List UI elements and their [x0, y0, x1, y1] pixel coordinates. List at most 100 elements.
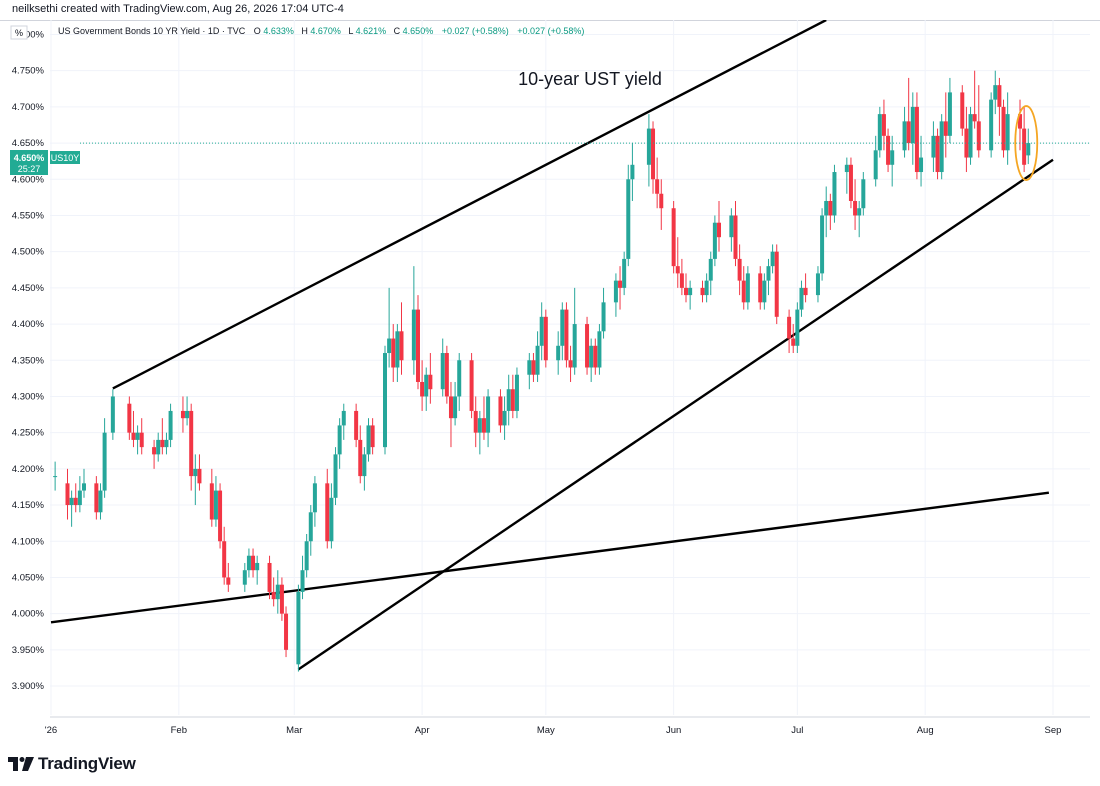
candle-body: [209, 483, 214, 520]
candle-body: [73, 497, 78, 506]
tradingview-logo[interactable]: TradingView: [8, 754, 136, 774]
candle-body: [787, 316, 792, 339]
candle-body: [679, 273, 684, 288]
candle-body: [399, 331, 404, 361]
candle-body: [597, 331, 602, 368]
candle-body: [383, 353, 387, 448]
candle-body: [341, 410, 346, 426]
candle: [329, 483, 334, 549]
legend: % US Government Bonds 10 YR Yield · 1D ·…: [10, 25, 584, 40]
y-tick-label: 4.450%: [12, 283, 45, 294]
candle: [296, 584, 301, 672]
candle: [613, 273, 618, 317]
candle-body: [803, 287, 808, 296]
candle-body: [585, 324, 590, 368]
candle: [457, 353, 462, 411]
candle-body: [197, 468, 202, 484]
candle: [189, 403, 194, 491]
candle: [820, 208, 825, 281]
y-tick-label: 4.700%: [12, 102, 45, 113]
candle-body: [745, 273, 750, 303]
candle: [1026, 128, 1031, 165]
candle-body: [824, 200, 829, 216]
candle: [622, 251, 627, 296]
candle-body: [168, 410, 173, 440]
candle: [1018, 99, 1023, 151]
candle-body: [469, 360, 474, 411]
candle: [440, 338, 445, 397]
candle-body: [939, 121, 944, 173]
candle: [69, 490, 74, 527]
candle: [589, 338, 594, 382]
candle: [81, 468, 86, 498]
candle-body: [444, 353, 449, 397]
x-tick-label: Jun: [666, 725, 681, 736]
candle: [527, 353, 532, 390]
candle: [473, 396, 478, 448]
trendlines: [50, 20, 1054, 671]
candle-body: [700, 287, 705, 296]
candle: [774, 244, 779, 325]
candle-body: [832, 172, 837, 216]
candle: [275, 570, 280, 614]
candle-body: [333, 454, 338, 498]
candle: [712, 215, 717, 267]
close-label: C: [394, 26, 401, 36]
last-price-value: 4.650%: [14, 153, 45, 163]
candle-body: [185, 410, 190, 419]
candle-body: [539, 316, 544, 346]
candle: [556, 331, 561, 375]
candle: [857, 200, 862, 238]
candle-body: [886, 135, 891, 165]
candle: [164, 432, 169, 455]
candle-body: [671, 208, 676, 267]
candle: [758, 266, 763, 310]
unit-toggle-button[interactable]: [10, 25, 28, 40]
candle: [135, 425, 140, 455]
candle-body: [758, 273, 763, 303]
candle-body: [370, 425, 375, 448]
candle-body: [943, 121, 948, 136]
candle-body: [510, 389, 515, 411]
candle-body: [535, 345, 540, 375]
trendline-lower-channel: [297, 158, 1054, 671]
candle-body: [267, 562, 272, 592]
candle-body: [675, 266, 680, 274]
low-label: L: [348, 26, 353, 36]
candle: [935, 128, 940, 180]
candle: [279, 577, 284, 621]
candle: [156, 432, 161, 462]
candle-body: [53, 476, 58, 478]
open-value: 4.633%: [263, 26, 294, 36]
change-value-secondary: +0.027 (+0.58%): [517, 26, 584, 36]
candle-body: [308, 512, 313, 542]
high-label: H: [301, 26, 308, 36]
candle: [73, 483, 78, 513]
y-tick-label: 4.350%: [12, 355, 45, 366]
yield-chart[interactable]: 3.900% 3.950% 4.000% 4.050% 4.100% 4.150% 4.20…: [0, 20, 1100, 742]
candle: [242, 562, 247, 592]
candle: [737, 244, 742, 296]
candle-body: [593, 345, 598, 368]
candle-body: [164, 439, 169, 448]
candle: [815, 266, 820, 303]
candle: [931, 121, 936, 173]
candle: [762, 273, 767, 310]
candle: [564, 302, 569, 368]
credit-text: neilksethi created with TradingView.com,…: [12, 3, 344, 15]
candle-body: [630, 164, 635, 180]
trendline-upper-channel: [112, 20, 827, 390]
candle: [873, 135, 878, 187]
candle: [370, 418, 375, 455]
candle-body: [531, 360, 536, 375]
tradingview-logo-icon: [8, 757, 34, 771]
candle: [572, 287, 577, 375]
candle: [193, 454, 198, 506]
candle-body: [180, 410, 185, 419]
candle: [688, 280, 693, 310]
x-tick-label: Apr: [415, 725, 430, 736]
bar-countdown: 25:27: [18, 164, 41, 174]
candle: [160, 418, 165, 455]
x-axis: '26 Feb Mar Apr May Jun Jul Aug Sep: [45, 716, 1090, 736]
candle: [251, 548, 256, 578]
